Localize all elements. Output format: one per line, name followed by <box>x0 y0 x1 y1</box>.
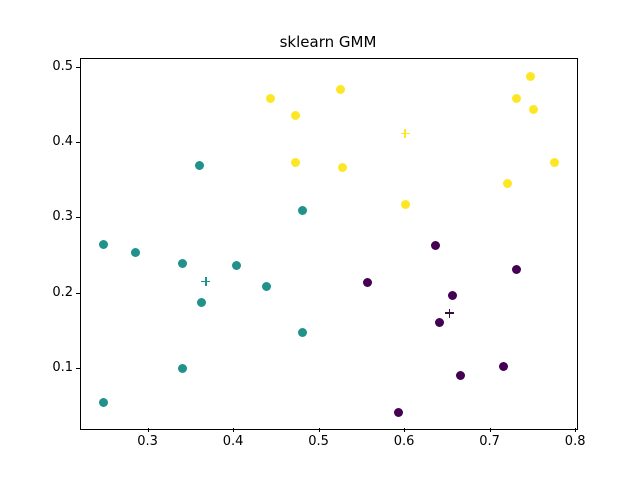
cluster-yellow-point <box>291 157 301 167</box>
chart-title: sklearn GMM <box>279 33 377 51</box>
center-yellow-marker <box>400 128 410 138</box>
x-tick-mark <box>233 428 235 432</box>
cluster-purple-point <box>434 317 444 327</box>
cluster-teal-point <box>197 298 207 308</box>
cluster-yellow-point <box>550 157 560 167</box>
cluster-yellow-point <box>526 71 536 81</box>
cluster-teal-point <box>178 364 188 374</box>
y-tick-mark <box>76 67 80 69</box>
cluster-purple-point <box>362 277 372 287</box>
x-tick-label: 0.4 <box>222 434 244 449</box>
y-tick-mark <box>76 217 80 219</box>
y-tick-label: 0.4 <box>52 134 73 150</box>
cluster-purple-point <box>430 241 440 250</box>
cluster-purple-point <box>447 290 457 300</box>
cluster-purple-point <box>498 362 508 372</box>
x-tick-label: 0.5 <box>308 434 329 449</box>
cluster-yellow-point <box>511 93 521 103</box>
cluster-yellow-point <box>266 93 276 103</box>
y-tick-mark <box>76 142 80 144</box>
x-tick-mark <box>318 428 320 432</box>
x-tick-mark <box>489 428 491 432</box>
plot-area <box>80 58 578 430</box>
y-tick-label: 0.5 <box>52 59 73 75</box>
cluster-teal-point <box>131 247 141 257</box>
cluster-yellow-point <box>338 162 348 172</box>
cluster-teal-point <box>297 328 307 338</box>
cluster-teal-point <box>262 281 272 291</box>
cluster-teal-point <box>98 398 108 408</box>
cluster-yellow-point <box>336 84 346 94</box>
cluster-teal-point <box>178 259 188 269</box>
cluster-purple-point <box>456 371 466 381</box>
cluster-yellow-point <box>503 179 513 189</box>
cluster-teal-point <box>195 161 205 171</box>
x-tick-mark <box>575 428 577 432</box>
cluster-teal-point <box>297 205 307 215</box>
x-tick-mark <box>147 428 149 432</box>
cluster-yellow-point <box>400 200 410 210</box>
y-tick-label: 0.1 <box>52 359 73 375</box>
x-tick-label: 0.8 <box>564 434 586 449</box>
cluster-yellow-point <box>528 104 538 114</box>
x-tick-label: 0.7 <box>479 434 500 449</box>
cluster-purple-point <box>393 407 403 417</box>
cluster-teal-point <box>98 239 108 249</box>
y-tick-label: 0.2 <box>52 284 73 300</box>
cluster-yellow-point <box>291 110 301 120</box>
cluster-purple-point <box>511 265 521 275</box>
center-purple-marker <box>445 308 455 318</box>
y-tick-mark <box>76 367 80 369</box>
y-tick-label: 0.3 <box>52 209 73 225</box>
x-tick-mark <box>404 428 406 432</box>
cluster-teal-point <box>232 261 242 271</box>
y-tick-mark <box>76 292 80 294</box>
center-teal-marker <box>201 277 211 287</box>
x-tick-label: 0.3 <box>137 434 158 449</box>
x-tick-label: 0.6 <box>393 434 415 449</box>
